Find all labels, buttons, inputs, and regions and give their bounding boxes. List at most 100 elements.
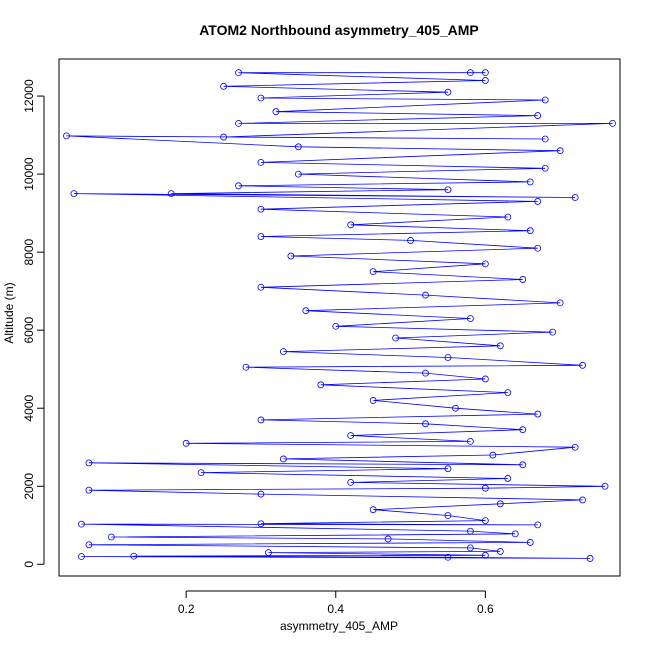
data-point (444, 88, 452, 96)
plot-frame (58, 58, 621, 577)
data-point (257, 233, 265, 240)
data-point (422, 369, 429, 377)
data-point (519, 426, 527, 434)
data-point (257, 94, 265, 102)
y-tick-label: 8000 (22, 238, 36, 265)
data-point (257, 283, 265, 291)
data-point (496, 342, 504, 350)
data-point (541, 164, 549, 172)
data-point (504, 475, 512, 482)
data-point (317, 381, 325, 389)
data-point (466, 544, 474, 552)
y-tick-label: 2000 (22, 473, 36, 500)
data-point (534, 198, 542, 205)
y-axis-title: Altitude (m) (2, 282, 16, 343)
data-point (332, 322, 340, 330)
data-point (556, 147, 564, 155)
data-point (130, 552, 138, 560)
data-point (392, 334, 400, 342)
data-point (481, 260, 489, 268)
data-point (504, 389, 512, 397)
data-point (526, 539, 534, 546)
data-point (549, 328, 557, 336)
axis-layer: 0.2 0.4 0.6 0 2000 4000 6000 8000 10000 12000 (22, 79, 494, 616)
data-point (279, 348, 287, 356)
data-point (511, 530, 519, 538)
data-point (489, 451, 497, 459)
data-point (257, 205, 265, 213)
data-point (265, 549, 272, 556)
data-point (369, 506, 377, 514)
data-point (294, 170, 302, 178)
data-point (481, 551, 489, 559)
data-point (571, 443, 579, 451)
data-point (235, 69, 242, 77)
data-point (220, 133, 227, 141)
data-layer (63, 69, 616, 562)
data-point (235, 182, 242, 190)
data-point (466, 437, 474, 445)
data-point (347, 478, 355, 486)
y-tick-label: 6000 (22, 317, 36, 344)
data-point (496, 548, 504, 555)
data-point (466, 527, 474, 535)
x-axis-title: asymmetry_405_AMP (280, 619, 398, 633)
chart-title: ATOM2 Northbound asymmetry_405_AMP (199, 22, 479, 38)
data-point (481, 375, 489, 383)
data-point (609, 119, 616, 127)
data-point (571, 194, 579, 201)
data-point (257, 158, 265, 166)
data-point (579, 496, 586, 504)
data-point (444, 553, 452, 561)
data-point (444, 465, 452, 473)
data-point (481, 77, 489, 84)
y-tick-label: 0 (22, 561, 36, 568)
data-point (481, 517, 489, 524)
data-point (107, 533, 115, 541)
data-point (369, 397, 377, 404)
data-point (422, 420, 429, 428)
data-point (534, 410, 542, 418)
data-point (586, 555, 594, 562)
x-tick-label: 0.2 (178, 602, 195, 616)
data-point (257, 490, 265, 498)
data-point (534, 244, 542, 252)
data-point (63, 132, 70, 140)
x-tick-label: 0.6 (477, 602, 494, 616)
data-point (481, 484, 489, 492)
data-point (526, 178, 534, 186)
data-point (70, 190, 78, 198)
data-point (601, 482, 609, 490)
data-point (519, 461, 527, 469)
data-point (85, 459, 93, 467)
data-point (541, 96, 549, 104)
data-point (85, 541, 93, 549)
data-point (444, 354, 452, 361)
y-tick-label: 10000 (22, 157, 36, 191)
data-point (541, 135, 549, 143)
data-point (407, 237, 414, 244)
data-point (579, 361, 586, 369)
data-point (78, 520, 85, 528)
data-point (167, 190, 175, 198)
data-point (272, 108, 280, 116)
data-point (294, 143, 302, 151)
data-point (384, 535, 392, 543)
data-point (466, 315, 474, 322)
data-point (182, 439, 190, 447)
data-point (496, 500, 504, 508)
data-point (444, 186, 452, 194)
data-point (235, 119, 242, 127)
data-point (466, 69, 474, 77)
data-point (481, 69, 489, 77)
y-tick-label: 12000 (22, 79, 36, 113)
data-point (257, 416, 265, 424)
data-point (85, 486, 93, 494)
data-point (534, 521, 542, 529)
data-point (302, 307, 310, 315)
data-point (78, 553, 85, 560)
data-point (369, 268, 377, 276)
